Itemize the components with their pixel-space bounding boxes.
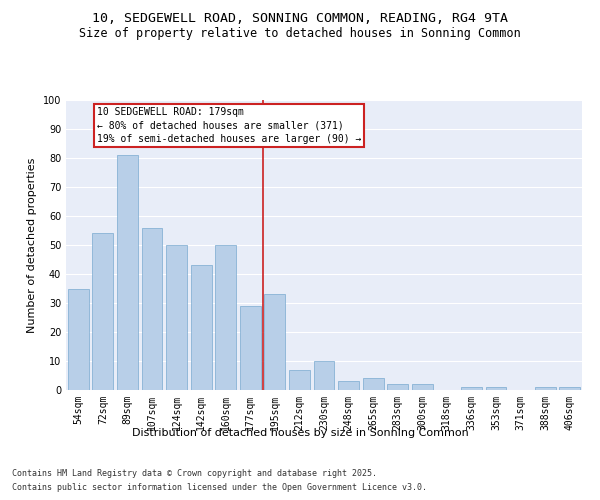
Text: Contains HM Land Registry data © Crown copyright and database right 2025.: Contains HM Land Registry data © Crown c… <box>12 468 377 477</box>
Bar <box>289 370 310 390</box>
Text: Contains public sector information licensed under the Open Government Licence v3: Contains public sector information licen… <box>12 484 427 492</box>
Bar <box>387 384 408 390</box>
Y-axis label: Number of detached properties: Number of detached properties <box>27 158 37 332</box>
Text: Distribution of detached houses by size in Sonning Common: Distribution of detached houses by size … <box>131 428 469 438</box>
Bar <box>92 234 113 390</box>
Bar <box>265 294 286 390</box>
Text: 10, SEDGEWELL ROAD, SONNING COMMON, READING, RG4 9TA: 10, SEDGEWELL ROAD, SONNING COMMON, READ… <box>92 12 508 26</box>
Bar <box>485 387 506 390</box>
Bar <box>535 387 556 390</box>
Bar <box>68 288 89 390</box>
Bar <box>338 382 359 390</box>
Bar <box>240 306 261 390</box>
Bar <box>215 245 236 390</box>
Bar <box>362 378 383 390</box>
Text: 10 SEDGEWELL ROAD: 179sqm
← 80% of detached houses are smaller (371)
19% of semi: 10 SEDGEWELL ROAD: 179sqm ← 80% of detac… <box>97 108 361 144</box>
Bar <box>461 387 482 390</box>
Bar <box>314 361 334 390</box>
Bar <box>559 387 580 390</box>
Text: Size of property relative to detached houses in Sonning Common: Size of property relative to detached ho… <box>79 28 521 40</box>
Bar <box>142 228 163 390</box>
Bar <box>166 245 187 390</box>
Bar <box>412 384 433 390</box>
Bar <box>191 266 212 390</box>
Bar <box>117 155 138 390</box>
